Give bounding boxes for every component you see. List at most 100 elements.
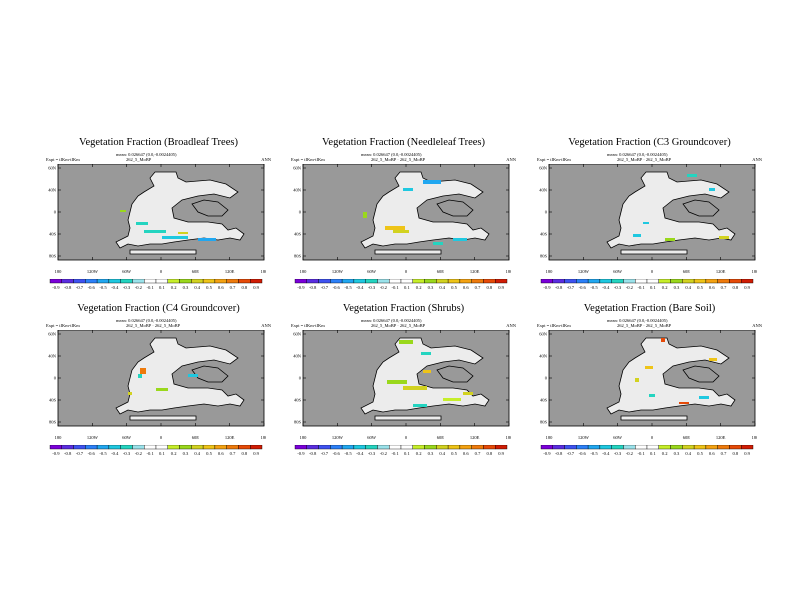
colorbar-label: -0.9 [52,285,60,290]
colorbar-swatch [191,279,204,284]
anomaly-cell [413,404,427,407]
lat-tick-label: 80S [49,420,57,425]
panel-mean: mean: 0.026647 (0.0,-0.0024405) [607,318,668,323]
map-svg: 60N 40N 0 40S 80S [539,164,756,261]
colorbar-label: -0.2 [135,285,143,290]
anomaly-cell [156,388,168,391]
colorbar-swatch [587,445,601,450]
lon-tick-label: 120E [225,269,235,274]
colorbar-label: -0.5 [590,285,598,290]
colorbar-swatch [96,279,110,284]
colorbar-label: 0.2 [416,285,422,290]
panel-run: 262_5_MoBP · 262_5_MoBP [371,323,426,328]
colorbar-label: -0.9 [52,451,60,456]
colorbar-label: -0.1 [637,285,645,290]
colorbar-swatch [120,279,133,284]
colorbar: -0.9 -0.8 -0.7 -0.6 -0.5 -0.4 -0.3 -0.2 -0.1 0.1 0… [291,445,511,457]
colorbar-swatch [120,445,133,450]
colorbar-label: 0.4 [439,285,445,290]
anomaly-cell [399,340,413,344]
colorbar-svg: -0.9 -0.8 -0.7 -0.6 -0.5 -0.4 -0.3 -0.2 -0.1 0.1 0… [294,279,508,290]
colorbar-swatch [179,279,192,284]
lon-tick-label: 0 [160,435,163,440]
lon-tick-label: 0 [405,435,408,440]
anomaly-cell [403,386,427,390]
colorbar-label: -0.3 [614,451,622,456]
lon-tick-label: 120W [332,435,344,440]
colorbar-label: -0.3 [368,285,376,290]
colorbar-label: 0.8 [732,285,738,290]
colorbar-swatch [108,445,121,450]
colorbar-swatch [155,445,168,450]
colorbar-swatch [85,279,98,284]
lon-tick-label: 120E [716,435,726,440]
colorbar-svg: -0.9 -0.8 -0.7 -0.6 -0.5 -0.4 -0.3 -0.2 -0.1 0.1 0… [540,279,754,290]
colorbar-label: 0.5 [451,285,457,290]
lon-tick-label: 180 [506,435,511,440]
anomaly-cell [463,392,473,395]
colorbar-label: -0.7 [76,451,84,456]
colorbar-label: -0.5 [344,285,352,290]
colorbar-swatch [552,279,565,284]
lon-tick-label: 180 [546,435,554,440]
panel-title: Vegetation Fraction (Broadleaf Trees) [79,137,238,148]
colorbar-label: -0.8 [64,451,72,456]
colorbar-swatch [682,279,695,284]
colorbar-swatch [424,279,437,284]
colorbar-label: 0.2 [662,285,668,290]
panel-run: 262_5_MoBP [126,157,152,162]
colorbar-swatch [447,445,461,450]
colorbar-swatch [611,279,624,284]
panel-run: 262_5_MoBP · 262_5_MoBP [371,157,426,162]
panel-expt: Expt = tIKm-tIKm [537,157,571,162]
colorbar-label: -0.8 [555,451,563,456]
anomaly-cell [661,338,665,342]
inland-sea [191,199,229,217]
colorbar-label: 0.7 [475,451,481,456]
colorbar-label: -0.8 [309,285,317,290]
lat-tick-label: 0 [54,210,57,215]
colorbar-swatch [226,279,239,284]
panel-expt: Expt = tIKm-tIKm [291,323,325,328]
colorbar-label: 0.5 [206,451,212,456]
colorbar-label: 0.3 [183,285,189,290]
colorbar-swatch [459,445,472,450]
colorbar-label: 0.9 [744,285,750,290]
colorbar-label: 0.5 [697,285,703,290]
colorbar-label: 0.2 [662,451,668,456]
lat-tick-label: 40S [294,398,302,403]
colorbar-label: -0.6 [579,451,587,456]
lat-tick-label: 60N [293,166,302,171]
colorbar: -0.9 -0.8 -0.7 -0.6 -0.5 -0.4 -0.3 -0.2 -0.1 0.1 0… [46,445,266,457]
lon-tick-label: 0 [405,269,408,274]
colorbar-swatch [191,445,204,450]
colorbar-swatch [96,445,110,450]
anomaly-cell [635,378,639,382]
colorbar-label: 0.7 [230,451,236,456]
panel-needleleaf-trees: Vegetation Fraction (Needleleaf Trees) m… [291,137,516,317]
colorbar-swatch [705,445,718,450]
map-plot: 60N 40N 0 40S 80S 180 120W 60W 0 60E 120E 180 [46,330,266,440]
lon-tick-label: 60E [437,435,445,440]
panel-season: ANN [506,157,516,162]
colorbar-swatch [214,279,227,284]
colorbar-label: -0.6 [579,285,587,290]
anomaly-cell [423,370,431,373]
colorbar-swatch [238,445,251,450]
colorbar-swatch [424,445,437,450]
colorbar-label: 0.7 [721,451,727,456]
lon-tick-label: 180 [261,269,266,274]
lat-tick-label: 40N [48,188,57,193]
colorbar-swatch [49,445,62,450]
colorbar-swatch [144,445,157,450]
anomaly-cell [178,232,188,234]
anomaly-cell [649,394,655,397]
panel-run: 262_5_MoBP · 262_5_MoBP [126,323,181,328]
colorbar-swatch [202,445,216,450]
colorbar-svg: -0.9 -0.8 -0.7 -0.6 -0.5 -0.4 -0.3 -0.2 -0.1 0.1 0… [49,279,263,290]
colorbar-swatch [635,279,648,284]
colorbar-swatch [447,279,461,284]
colorbar: -0.9 -0.8 -0.7 -0.6 -0.5 -0.4 -0.3 -0.2 -0.1 0.1 0… [537,279,757,291]
lon-label-row: 180 120W 60W 0 60E 120E 180 [55,435,266,440]
lon-tick-label: 60W [122,435,131,440]
